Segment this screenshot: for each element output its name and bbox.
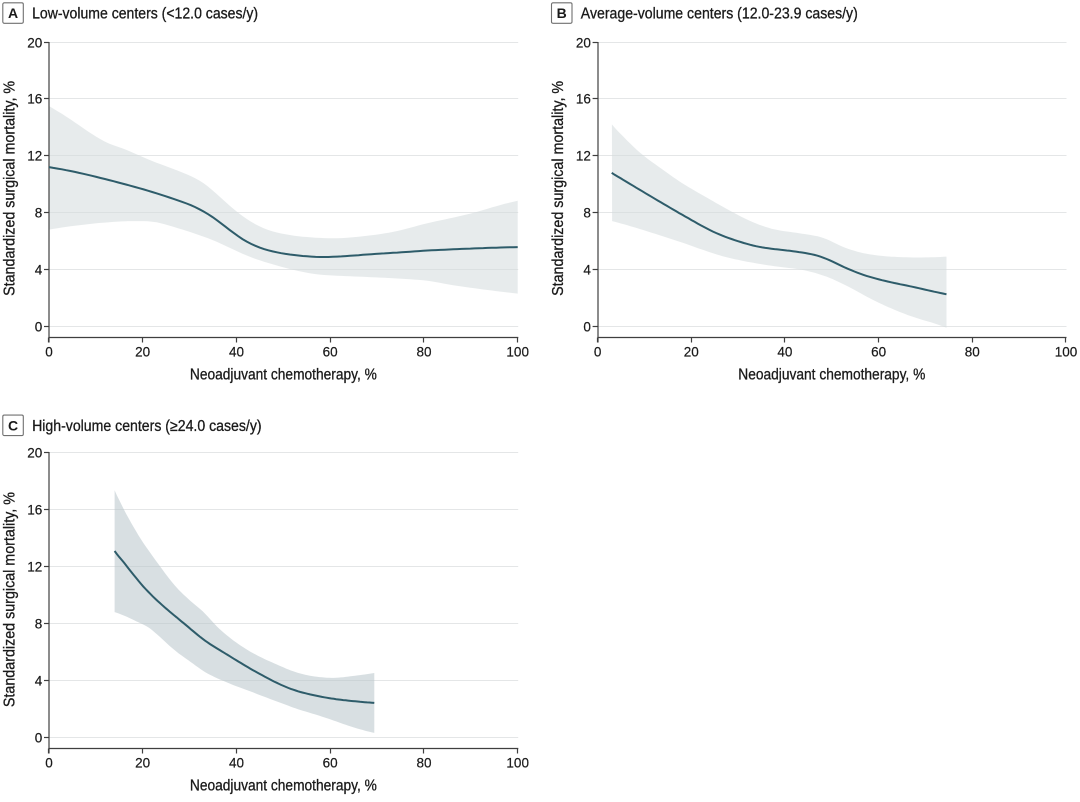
svg-text:4: 4 [35,262,43,277]
svg-text:16: 16 [576,91,591,106]
svg-text:Neoadjuvant chemotherapy, %: Neoadjuvant chemotherapy, % [738,366,925,383]
svg-text:0: 0 [35,319,43,334]
svg-text:16: 16 [27,91,42,106]
svg-text:High-volume centers (≥24.0 cas: High-volume centers (≥24.0 cases/y) [32,418,262,435]
svg-text:20: 20 [135,345,150,360]
svg-text:8: 8 [35,616,43,631]
svg-text:60: 60 [871,345,886,360]
svg-text:12: 12 [27,559,42,574]
svg-text:40: 40 [777,345,792,360]
svg-text:40: 40 [229,345,244,360]
svg-text:4: 4 [583,262,591,277]
svg-text:16: 16 [27,502,42,517]
svg-text:20: 20 [27,445,42,460]
svg-text:C: C [8,418,18,434]
svg-text:Standardized surgical mortalit: Standardized surgical mortality, % [550,81,567,296]
svg-text:Neoadjuvant chemotherapy, %: Neoadjuvant chemotherapy, % [190,778,377,795]
svg-text:8: 8 [583,205,591,220]
svg-text:100: 100 [506,756,529,771]
svg-text:12: 12 [576,148,591,163]
svg-text:20: 20 [27,35,42,50]
svg-text:0: 0 [594,345,602,360]
svg-text:100: 100 [506,345,529,360]
svg-text:80: 80 [965,345,980,360]
svg-text:0: 0 [35,730,43,745]
svg-text:60: 60 [323,756,338,771]
svg-text:Standardized surgical mortalit: Standardized surgical mortality, % [2,81,19,296]
svg-text:0: 0 [45,345,53,360]
svg-text:20: 20 [576,35,591,50]
svg-text:40: 40 [229,756,244,771]
svg-text:60: 60 [323,345,338,360]
svg-text:0: 0 [583,319,591,334]
svg-text:12: 12 [27,148,42,163]
svg-text:0: 0 [45,756,53,771]
svg-text:20: 20 [684,345,699,360]
svg-text:Low-volume centers (<12.0 case: Low-volume centers (<12.0 cases/y) [32,6,258,23]
svg-text:80: 80 [416,345,431,360]
svg-text:20: 20 [135,756,150,771]
svg-text:Standardized surgical mortalit: Standardized surgical mortality, % [2,492,19,707]
svg-text:Average-volume centers (12.0-2: Average-volume centers (12.0-23.9 cases/… [581,6,858,23]
svg-text:100: 100 [1055,345,1078,360]
svg-text:4: 4 [35,673,43,688]
svg-text:B: B [557,5,567,21]
svg-text:A: A [8,5,18,21]
svg-text:Neoadjuvant chemotherapy, %: Neoadjuvant chemotherapy, % [190,366,377,383]
svg-text:80: 80 [416,756,431,771]
svg-text:8: 8 [35,205,43,220]
